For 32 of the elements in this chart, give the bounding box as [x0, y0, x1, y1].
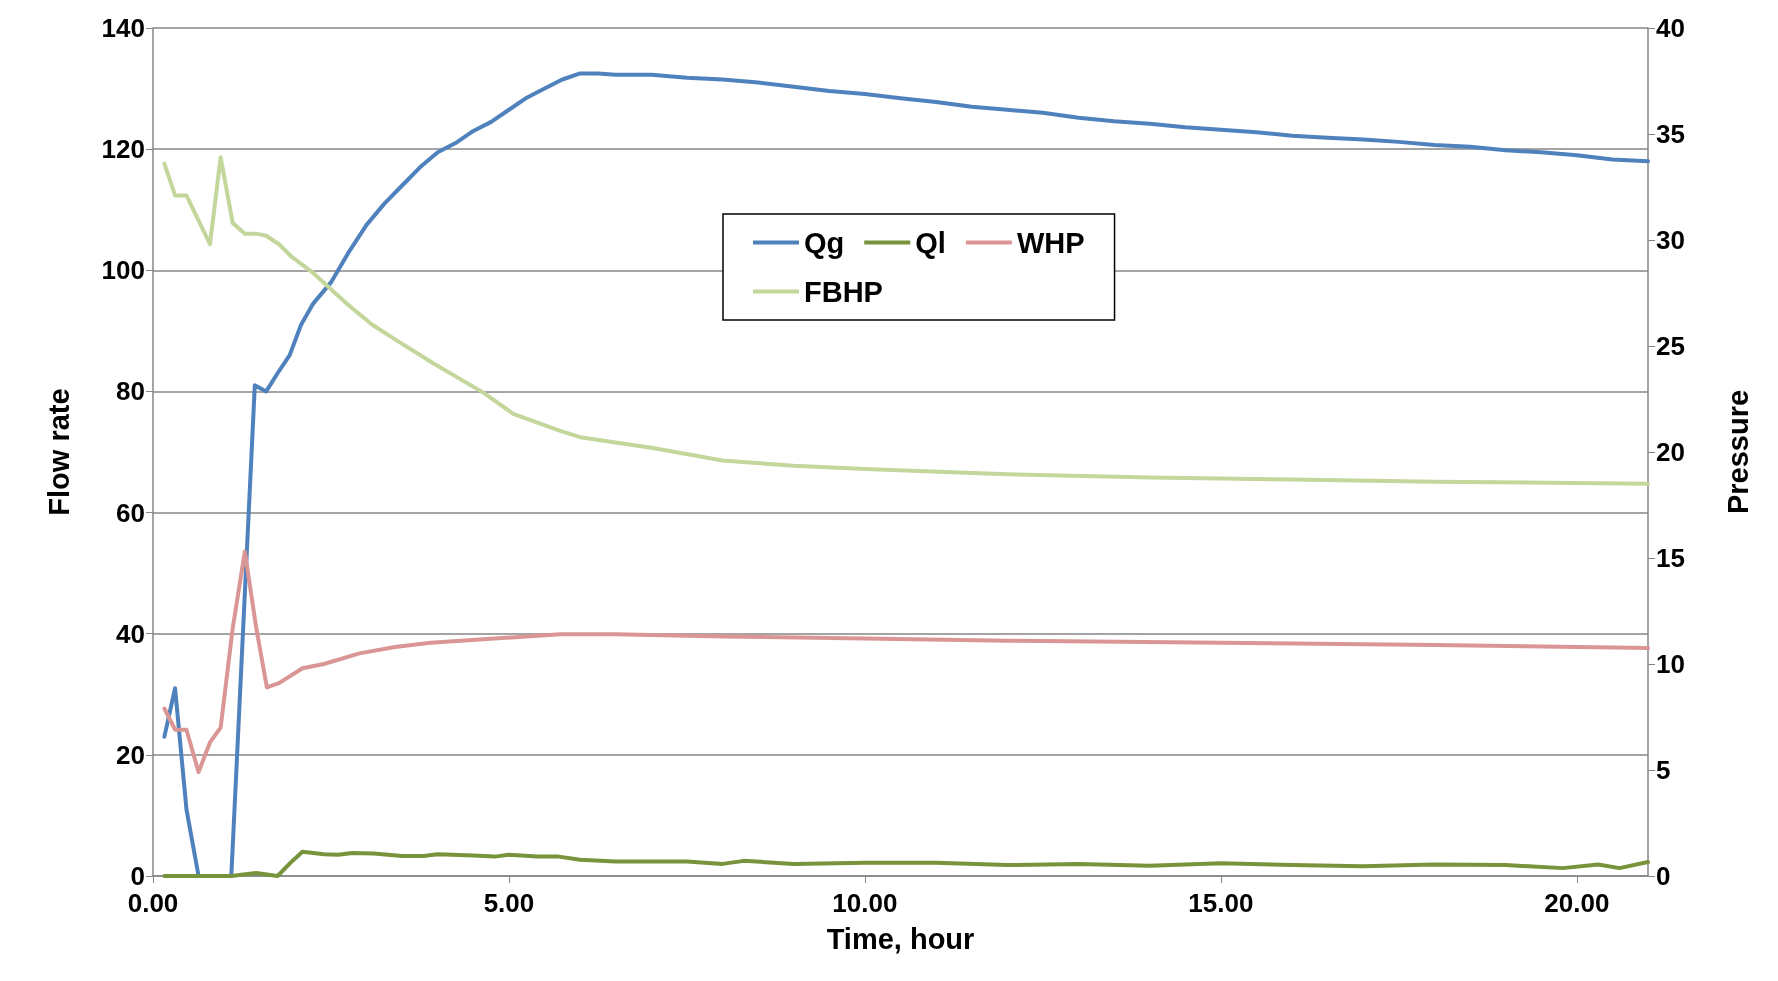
- y-tick-label: 60: [116, 497, 145, 528]
- y2-tick-label: 20: [1656, 437, 1685, 467]
- line-series: [162, 155, 1650, 486]
- x-axis-title: Time, hour: [826, 922, 975, 955]
- y-tick-label: 80: [116, 376, 145, 407]
- y-tick-label: 120: [101, 134, 145, 165]
- y-tick-label: 140: [101, 13, 145, 43]
- x-tick-label: 20.00: [1544, 888, 1610, 918]
- x-tick-label: 15.00: [1188, 888, 1254, 918]
- y2-tick-label: 40: [1656, 13, 1685, 43]
- y2-axis-title: Pressure: [1721, 389, 1754, 515]
- legend-label: Ql: [915, 226, 946, 259]
- legend-label: FBHP: [804, 275, 883, 308]
- x-tick-label: 5.00: [483, 888, 535, 918]
- y-tick-label: 100: [101, 255, 145, 286]
- line-series: [162, 849, 1650, 878]
- y-tick-label: 20: [116, 739, 145, 770]
- y2-tick-label: 35: [1656, 119, 1685, 149]
- y2-tick-label: 15: [1656, 543, 1685, 573]
- y2-tick-label: 5: [1656, 755, 1671, 785]
- y-tick-label: 40: [116, 618, 145, 649]
- legend-label: WHP: [1016, 226, 1085, 259]
- legend-label: Qg: [804, 226, 845, 259]
- y2-tick-label: 30: [1656, 225, 1685, 255]
- y-tick-label: 0: [130, 861, 145, 891]
- y2-tick-label: 10: [1656, 649, 1685, 679]
- x-tick-label: 0.00: [127, 888, 179, 918]
- x-tick-label: 10.00: [832, 888, 898, 918]
- line-series: [162, 549, 1650, 775]
- y2-tick-label: 0: [1656, 861, 1671, 891]
- y-axis-title: Flow rate: [42, 388, 75, 516]
- y2-tick-label: 25: [1656, 331, 1685, 361]
